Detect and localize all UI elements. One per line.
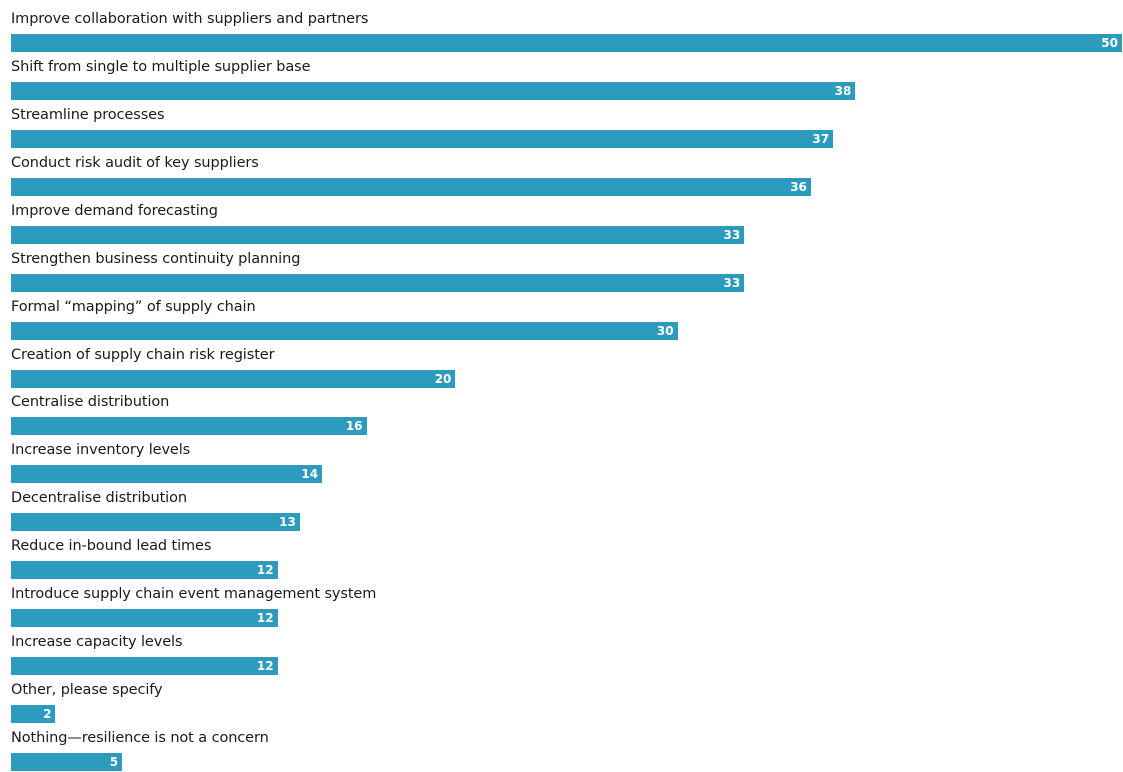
bar-value-label: 30 xyxy=(656,323,674,338)
bar-value-label: 12 xyxy=(256,611,274,626)
bar-value-label: 16 xyxy=(345,419,363,434)
bar-value-label: 20 xyxy=(434,371,452,386)
bar: 38 xyxy=(11,81,856,100)
bar-value-label: 38 xyxy=(834,83,852,98)
category-label: Introduce supply chain event management … xyxy=(11,586,377,603)
category-label: Shift from single to multiple supplier b… xyxy=(11,58,311,75)
bar: 12 xyxy=(11,561,278,580)
category-label: Creation of supply chain risk register xyxy=(11,346,275,363)
bar-value-label: 36 xyxy=(790,179,807,194)
category-label: Streamline processes xyxy=(11,106,165,123)
bar: 50 xyxy=(11,34,1122,52)
category-label: Conduct risk audit of key suppliers xyxy=(11,154,259,171)
bar: 5 xyxy=(11,752,123,771)
bar: 2 xyxy=(11,705,56,724)
bar: 37 xyxy=(11,129,834,148)
bar: 36 xyxy=(11,177,811,196)
bar-value-label: 5 xyxy=(109,754,119,769)
category-label: Strengthen business continuity planning xyxy=(11,250,301,267)
category-label: Increase capacity levels xyxy=(11,634,183,651)
bar-value-label: 2 xyxy=(43,707,52,722)
bar: 13 xyxy=(11,513,300,532)
bar-value-label: 12 xyxy=(256,563,274,578)
category-label: Other, please specify xyxy=(11,682,163,699)
bar: 16 xyxy=(11,417,367,436)
bar-value-label: 33 xyxy=(723,275,741,290)
category-label: Improve collaboration with suppliers and… xyxy=(11,11,369,27)
category-label: Decentralise distribution xyxy=(11,490,187,507)
category-label: Formal “mapping” of supply chain xyxy=(11,298,256,315)
category-label: Centralise distribution xyxy=(11,394,170,411)
bar-value-label: 14 xyxy=(301,467,319,482)
category-label: Improve demand forecasting xyxy=(11,202,218,219)
bar-value-label: 13 xyxy=(279,515,296,530)
bar: 14 xyxy=(11,465,323,484)
bar: 12 xyxy=(11,609,278,628)
bar: 33 xyxy=(11,273,745,292)
bar: 33 xyxy=(11,225,745,244)
category-label: Reduce in-bound lead times xyxy=(11,538,212,555)
bar: 20 xyxy=(11,369,456,388)
bar-value-label: 33 xyxy=(723,227,741,242)
bar: 30 xyxy=(11,321,678,340)
bar-value-label: 50 xyxy=(1101,36,1118,50)
bar: 12 xyxy=(11,657,278,676)
category-label: Increase inventory levels xyxy=(11,442,191,459)
category-label: Nothing—resilience is not a concern xyxy=(11,729,269,746)
bar-value-label: 37 xyxy=(812,131,830,146)
bar-value-label: 12 xyxy=(256,659,274,674)
